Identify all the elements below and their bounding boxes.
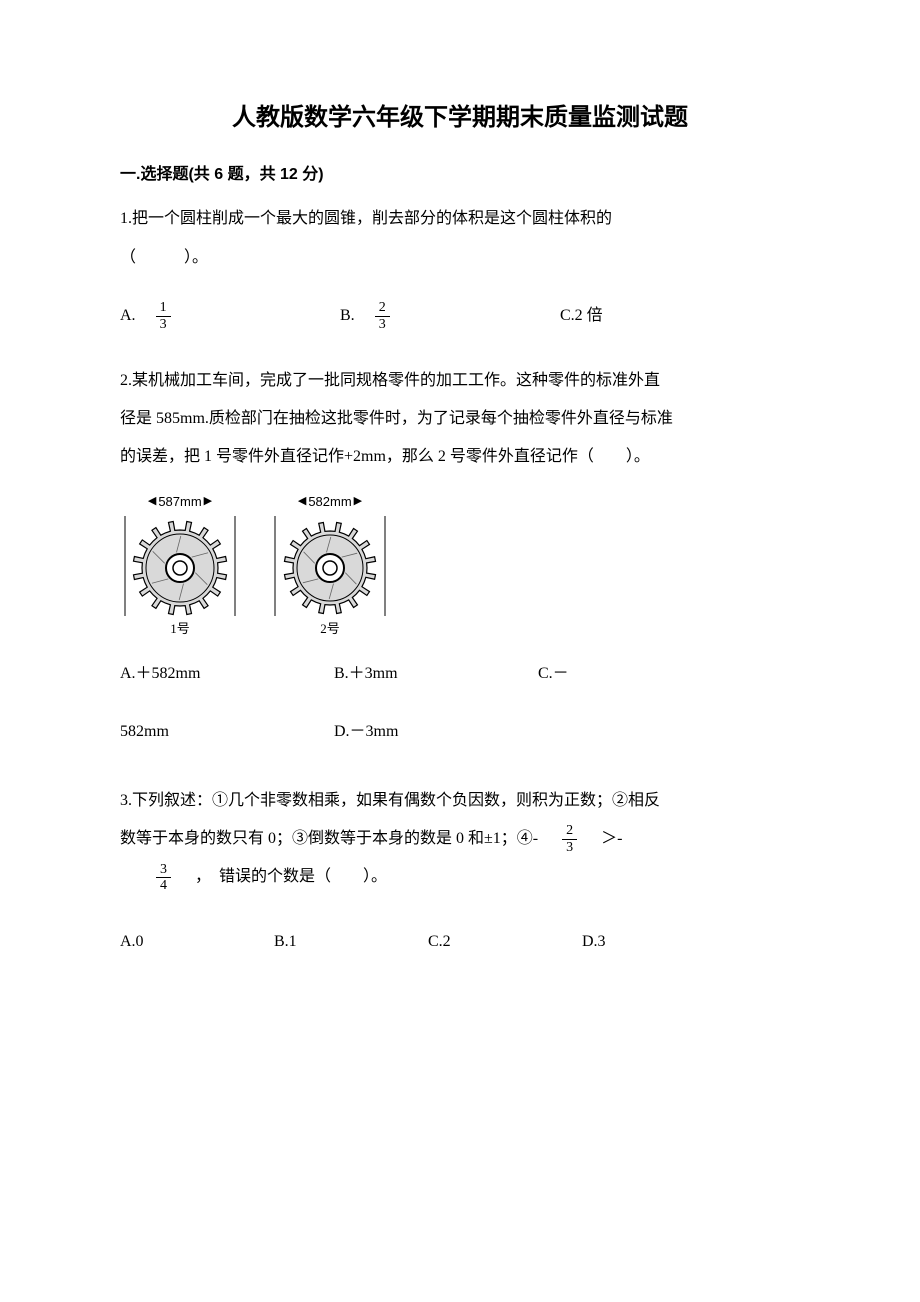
q3-stem-line1: 3.下列叙述：①几个非零数相乘，如果有偶数个负因数，则积为正数；②相反 (120, 782, 800, 820)
q2-582-cont: 582mm (120, 713, 330, 751)
frac-numerator: 1 (156, 300, 171, 315)
question-1: 1.把一个圆柱削成一个最大的圆锥，削去部分的体积是这个圆柱体积的 （ ）。 A.… (120, 200, 800, 335)
q1-optA-label: A. (120, 297, 152, 335)
gear-2: ◀ 582mm ▶ 2号 (270, 495, 390, 635)
q2-options-line2: 582mm D.－3mm (120, 713, 800, 751)
frac-denominator: 3 (156, 316, 171, 332)
q1-option-a: A. 1 3 (120, 297, 340, 335)
q3-option-a: A.0 (120, 923, 270, 961)
arrow-right-icon: ▶ (354, 496, 362, 507)
q2-stem-line2: 径是 585mm.质检部门在抽检这批零件时，为了记录每个抽检零件外直径与标准 (120, 400, 800, 438)
q1-stem-line2: （ ）。 (120, 239, 800, 277)
q3-l3-text: ， 错误的个数是（ ）。 (179, 868, 387, 885)
q3-stem-line3: 3 4 ， 错误的个数是（ ）。 (120, 858, 800, 896)
q3-option-d: D.3 (582, 923, 732, 961)
gear-1: ◀ 587mm ▶ 1号 (120, 495, 240, 635)
fraction-2-3-neg: 2 3 (558, 823, 581, 855)
frac-denominator: 3 (562, 839, 577, 855)
page-title: 人教版数学六年级下学期期末质量监测试题 (120, 100, 800, 136)
q1-optB-label: B. (340, 297, 371, 335)
q2-option-c: C.－ (538, 655, 569, 693)
exam-page: 人教版数学六年级下学期期末质量监测试题 一.选择题(共 6 题，共 12 分) … (0, 0, 920, 1302)
q1-options: A. 1 3 B. 2 3 C.2 倍 (120, 297, 800, 335)
q2-option-b: B.＋3mm (334, 655, 534, 693)
q3-options: A.0 B.1 C.2 D.3 (120, 923, 800, 961)
q3-option-c: C.2 (428, 923, 578, 961)
arrow-left-icon: ◀ (298, 496, 306, 507)
q1-option-c: C.2 倍 (560, 297, 603, 335)
fraction-1-3: 1 3 (156, 300, 171, 332)
frac-numerator: 2 (562, 823, 577, 838)
gear-1-label: 1号 (170, 622, 190, 635)
frac-numerator: 2 (375, 300, 390, 315)
q2-options-line1: A.＋582mm B.＋3mm C.－ (120, 655, 800, 693)
arrow-right-icon: ▶ (204, 496, 212, 507)
gear-1-dimension: ◀ 587mm ▶ (148, 495, 212, 508)
frac-denominator: 4 (156, 877, 171, 893)
q3-l2-b: ＞- (585, 830, 622, 847)
q3-stem-line2: 数等于本身的数只有 0；③倒数等于本身的数是 0 和±1；④- 2 3 ＞- (120, 820, 800, 858)
q2-stem-line3: 的误差，把 1 号零件外直径记作+2mm，那么 2 号零件外直径记作（ ）。 (120, 438, 800, 476)
question-2: 2.某机械加工车间，完成了一批同规格零件的加工工作。这种零件的标准外直 径是 5… (120, 362, 800, 752)
q3-l2-a: 数等于本身的数只有 0；③倒数等于本身的数是 0 和±1；④- (120, 830, 554, 847)
q2-option-a: A.＋582mm (120, 655, 330, 693)
gear-2-icon (270, 510, 390, 620)
frac-denominator: 3 (375, 316, 390, 332)
fraction-3-4-neg: 3 4 (152, 862, 175, 894)
gear-figures: ◀ 587mm ▶ 1号 ◀ 582mm ▶ (120, 495, 800, 635)
q2-stem-line1: 2.某机械加工车间，完成了一批同规格零件的加工工作。这种零件的标准外直 (120, 362, 800, 400)
q1-stem-line1: 1.把一个圆柱削成一个最大的圆锥，削去部分的体积是这个圆柱体积的 (120, 200, 800, 238)
q1-option-b: B. 2 3 (340, 297, 560, 335)
q2-option-d: D.－3mm (334, 713, 398, 751)
frac-numerator: 3 (156, 862, 171, 877)
fraction-2-3: 2 3 (375, 300, 390, 332)
arrow-left-icon: ◀ (148, 496, 156, 507)
q3-option-b: B.1 (274, 923, 424, 961)
section-1-header: 一.选择题(共 6 题，共 12 分) (120, 156, 800, 194)
gear-1-icon (120, 510, 240, 620)
gear-2-label: 2号 (320, 622, 340, 635)
question-3: 3.下列叙述：①几个非零数相乘，如果有偶数个负因数，则积为正数；②相反 数等于本… (120, 782, 800, 962)
gear-2-dim-value: 582mm (308, 495, 351, 508)
gear-1-dim-value: 587mm (158, 495, 201, 508)
gear-2-dimension: ◀ 582mm ▶ (298, 495, 362, 508)
